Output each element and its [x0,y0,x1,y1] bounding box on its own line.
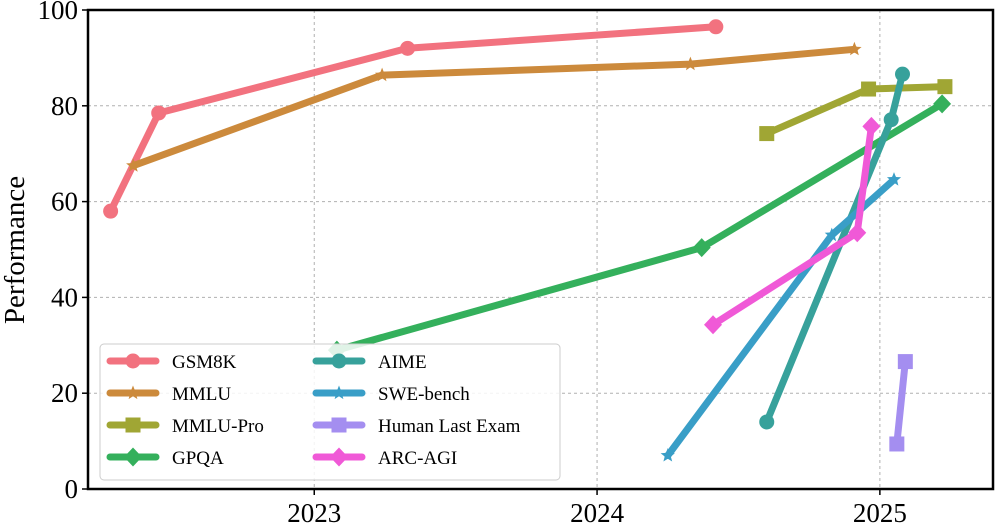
series-aime [759,66,910,430]
y-tick-label: 0 [65,474,79,504]
x-tick-label: 2024 [570,498,625,525]
series-mmlu-pro [759,79,953,142]
data-point-gpqa [933,94,952,114]
series-line-mmlu-pro [763,83,949,138]
data-point-aime [895,66,910,82]
legend-marker-gpqa [124,447,142,467]
legend-marker-swe-bench [331,385,347,400]
data-point-arc-agi [862,116,881,136]
data-point-mmlu-pro [759,126,775,142]
series-gsm8k [103,19,724,219]
legend-entry-mmlu-pro: MMLU-Pro [106,416,264,437]
plot-frame [86,8,995,491]
legend-label-mmlu: MMLU [172,384,231,405]
legend-entry-gsm8k: GSM8K [106,352,237,373]
series-swe-bench [660,172,902,462]
legend-marker-aime [331,353,347,369]
data-point-mmlu [126,158,141,172]
data-point-aime [759,414,775,430]
data-point-swe-bench [660,448,675,462]
data-point-mmlu-pro [937,79,953,95]
legend-label-aime: AIME [378,352,427,373]
data-point-gsm8k [103,203,119,219]
data-point-aime [883,112,899,128]
legend-entry-gpqa: GPQA [106,447,224,469]
series-layer [103,19,953,462]
series-line-gsm8k [107,23,720,215]
y-tick-label: 100 [38,0,79,25]
data-point-swe-bench [886,172,902,186]
data-point-gsm8k [151,105,167,121]
legend-label-human-last-exam: Human Last Exam [378,416,521,437]
data-point-gpqa [692,238,711,258]
y-tick-label: 60 [51,187,78,217]
series-line-human-last-exam [893,358,909,448]
legend-label-swe-bench: SWE-bench [378,384,470,405]
legend: GSM8K MMLU MMLU-Pro GPQA AIME SWE-bench Human … [99,343,561,481]
legend-frame [99,343,561,481]
data-point-gsm8k [708,19,724,35]
data-point-human-last-exam [889,436,905,452]
data-point-arc-agi [704,315,723,335]
legend-entry-swe-bench: SWE-bench [312,384,470,405]
legend-entry-aime: AIME [312,352,427,373]
series-line-mmlu [129,45,858,170]
series-line-gpqa [333,100,946,354]
legend-label-arc-agi: ARC-AGI [378,448,457,469]
data-point-gsm8k [400,40,416,56]
data-point-mmlu [683,56,698,71]
y-tick-label: 20 [51,378,78,408]
data-point-human-last-exam [897,354,913,370]
legend-marker-gsm8k [125,353,141,369]
legend-entry-mmlu: MMLU [106,384,231,405]
data-point-mmlu-pro [861,81,877,97]
x-tick-label: 2023 [287,498,341,525]
legend-marker-mmlu-pro [125,417,141,433]
y-tick-label: 80 [51,91,78,121]
legend-entry-arc-agi: ARC-AGI [312,447,457,469]
series-mmlu [126,41,862,172]
data-point-mmlu [847,41,862,56]
x-tick-label: 2025 [853,498,907,525]
legend-label-gsm8k: GSM8K [172,352,237,373]
legend-marker-arc-agi [330,447,348,467]
legend-label-mmlu-pro: MMLU-Pro [172,416,264,437]
legend-label-gpqa: GPQA [172,448,224,469]
axis-ticks: 0 20 40 60 80 100 2023 2024 2025 [38,0,907,525]
legend-marker-human-last-exam [331,417,347,433]
legend-marker-mmlu [125,385,141,400]
series-arc-agi [704,116,881,335]
data-point-swe-bench [824,227,839,242]
data-point-arc-agi [848,223,867,243]
y-tick-label: 40 [51,282,78,312]
legend-entry-human-last-exam: Human Last Exam [312,416,521,437]
data-point-mmlu [375,67,390,82]
y-axis-title: Performance [0,176,31,324]
series-human-last-exam [889,354,913,452]
